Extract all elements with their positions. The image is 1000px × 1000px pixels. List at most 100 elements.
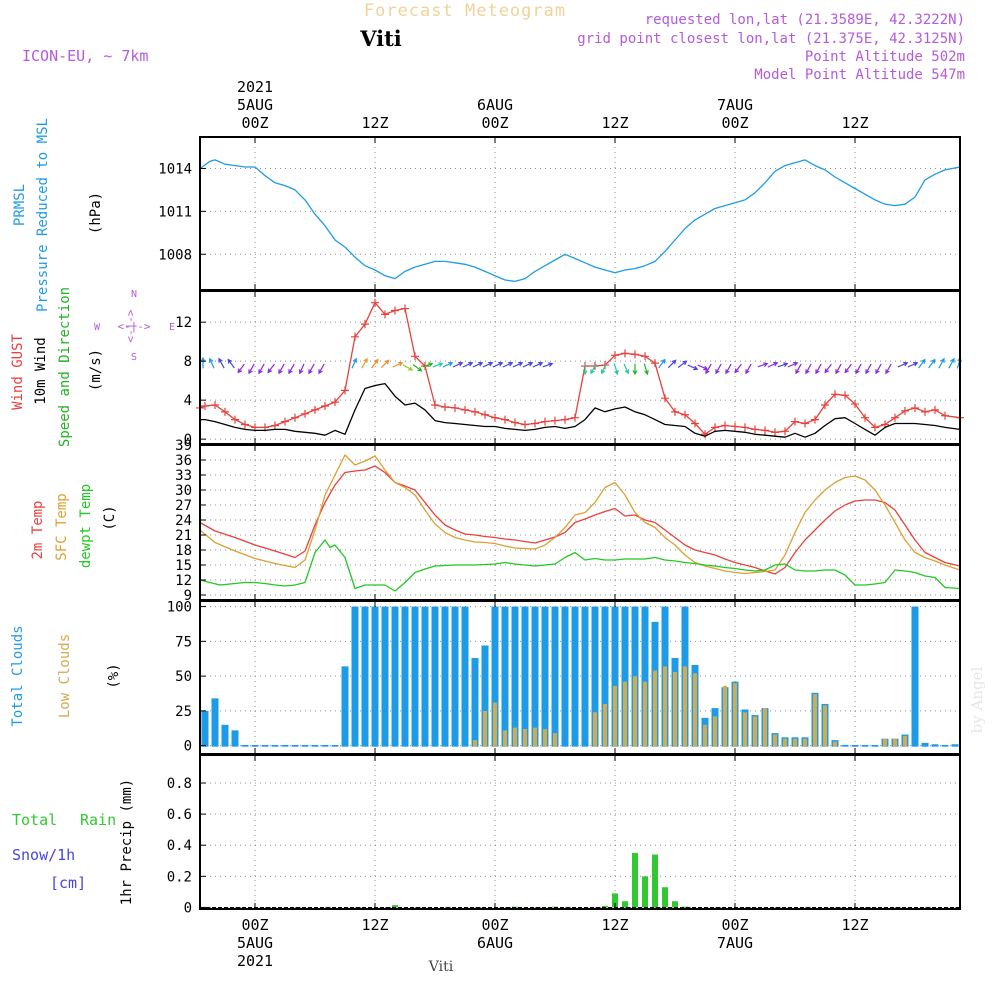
ytick-label: 0.8 bbox=[167, 776, 192, 792]
ytick-label: 25 bbox=[175, 704, 192, 720]
wind-direction-arrow bbox=[705, 363, 712, 375]
marks-layer bbox=[196, 159, 964, 908]
temperature-axis-title: 2m Temp SFC Temp dewpt Temp (C) bbox=[30, 484, 118, 568]
bar-low-clouds bbox=[753, 716, 757, 747]
bottom-time-label: 12Z bbox=[601, 916, 628, 934]
credit-label: by Angel bbox=[968, 666, 986, 733]
gust-marker bbox=[931, 405, 939, 414]
wind-direction-arrow bbox=[623, 363, 630, 375]
compass-n: N bbox=[131, 289, 137, 300]
wind-direction-arrow bbox=[734, 363, 742, 374]
gust-marker bbox=[731, 422, 739, 431]
bar-total-clouds bbox=[231, 730, 239, 747]
bottom-time-label: 00Z bbox=[241, 916, 268, 934]
series-2m-temp bbox=[199, 465, 961, 575]
series-msl-pressure bbox=[199, 159, 961, 283]
wind-direction-arrow bbox=[885, 363, 892, 375]
wind-ylabel-gust: Wind GUST bbox=[10, 334, 26, 410]
bar-total-clouds bbox=[251, 744, 259, 747]
wind-direction-arrow bbox=[502, 361, 514, 368]
bar-total-clouds bbox=[431, 606, 439, 747]
wind-direction-arrow bbox=[532, 361, 544, 368]
bar-low-clouds bbox=[683, 666, 687, 747]
bar-low-clouds bbox=[483, 710, 487, 747]
bar-low-clouds bbox=[893, 738, 897, 747]
bar-rain bbox=[662, 887, 668, 908]
wind-direction-arrow bbox=[767, 361, 779, 368]
bar-total-clouds bbox=[481, 645, 489, 747]
wind-direction-arrow bbox=[432, 362, 444, 368]
top-time-label: 12Z bbox=[601, 114, 628, 132]
bar-low-clouds bbox=[533, 727, 537, 747]
wind-direction-arrow bbox=[522, 361, 534, 368]
gust-marker bbox=[651, 359, 659, 368]
bar-total-clouds bbox=[441, 606, 449, 747]
frame-layer bbox=[199, 136, 961, 910]
bar-low-clouds bbox=[713, 716, 717, 747]
bar-total-clouds bbox=[521, 606, 529, 747]
wind-direction-arrow bbox=[745, 363, 752, 375]
gust-marker bbox=[621, 349, 629, 358]
gust-marker bbox=[271, 421, 279, 430]
ytick-label: 100 bbox=[167, 600, 192, 616]
gust-marker bbox=[791, 417, 799, 426]
bar-total-clouds bbox=[281, 744, 289, 747]
bar-low-clouds bbox=[883, 738, 887, 747]
wind-direction-arrow bbox=[237, 363, 245, 374]
wind-direction-arrow bbox=[844, 363, 852, 374]
wind-direction-arrow bbox=[805, 363, 812, 375]
clouds-axis-title: Total Clouds Low Clouds (%) bbox=[10, 625, 122, 726]
bar-total-clouds bbox=[411, 606, 419, 747]
ytick-label: 75 bbox=[175, 634, 192, 650]
bar-low-clouds bbox=[493, 702, 497, 747]
wind-direction-arrow bbox=[442, 361, 454, 368]
top-time-label: 00Z bbox=[721, 114, 748, 132]
gust-marker bbox=[371, 298, 379, 307]
bar-low-clouds bbox=[703, 724, 707, 747]
ytick-label: 18 bbox=[175, 543, 192, 559]
gust-marker bbox=[851, 400, 859, 409]
wind-ylabel-direction: Speed and Direction bbox=[57, 287, 73, 447]
gust-marker bbox=[241, 420, 249, 429]
gust-marker bbox=[751, 425, 759, 434]
bottom-time-label: 2021 bbox=[237, 952, 273, 970]
top-time-label: 7AUG bbox=[717, 96, 753, 114]
ytick-label: 0 bbox=[184, 739, 192, 755]
wind-direction-arrow bbox=[278, 363, 285, 375]
wind-direction-arrow bbox=[697, 364, 709, 371]
bar-total-clouds bbox=[271, 744, 279, 747]
compass-e: E bbox=[169, 322, 175, 333]
bar-total-clouds bbox=[931, 744, 939, 747]
bar-low-clouds bbox=[803, 738, 807, 747]
wind-direction-arrow bbox=[725, 363, 732, 375]
compass-s: S bbox=[131, 352, 137, 363]
clouds-ylabel-total: Total Clouds bbox=[10, 625, 26, 726]
precip-total-label: Total bbox=[12, 811, 57, 829]
gust-marker bbox=[741, 423, 749, 432]
gust-marker bbox=[821, 401, 829, 410]
bottom-time-label: 7AUG bbox=[717, 934, 753, 952]
wind-direction-arrow bbox=[815, 363, 822, 375]
bottom-time-label: 12Z bbox=[841, 916, 868, 934]
gust-marker bbox=[711, 423, 719, 432]
ytick-label: 1008 bbox=[158, 247, 192, 263]
ytick-label: 0.2 bbox=[167, 869, 192, 885]
bar-low-clouds bbox=[673, 671, 677, 747]
bar-low-clouds bbox=[793, 738, 797, 747]
gust-marker bbox=[361, 320, 369, 329]
gust-marker bbox=[331, 398, 339, 407]
bar-low-clouds bbox=[783, 738, 787, 747]
model-label: ICON-EU, ~ 7km bbox=[22, 47, 148, 65]
wind-direction-arrow bbox=[865, 363, 872, 375]
gust-marker bbox=[831, 390, 839, 399]
model-altitude: Model Point Altitude 547m bbox=[754, 67, 965, 83]
ytick-label: 0.4 bbox=[167, 838, 192, 854]
gust-marker bbox=[351, 332, 359, 341]
wind-direction-arrow bbox=[632, 363, 638, 376]
gust-marker bbox=[811, 415, 819, 424]
wind-direction-arrow bbox=[667, 359, 677, 369]
top-time-label: 00Z bbox=[481, 114, 508, 132]
ytick-label: 8 bbox=[184, 354, 192, 370]
bar-total-clouds bbox=[841, 744, 849, 747]
pressure-ylabel-prmsl: PRMSL bbox=[12, 184, 28, 226]
